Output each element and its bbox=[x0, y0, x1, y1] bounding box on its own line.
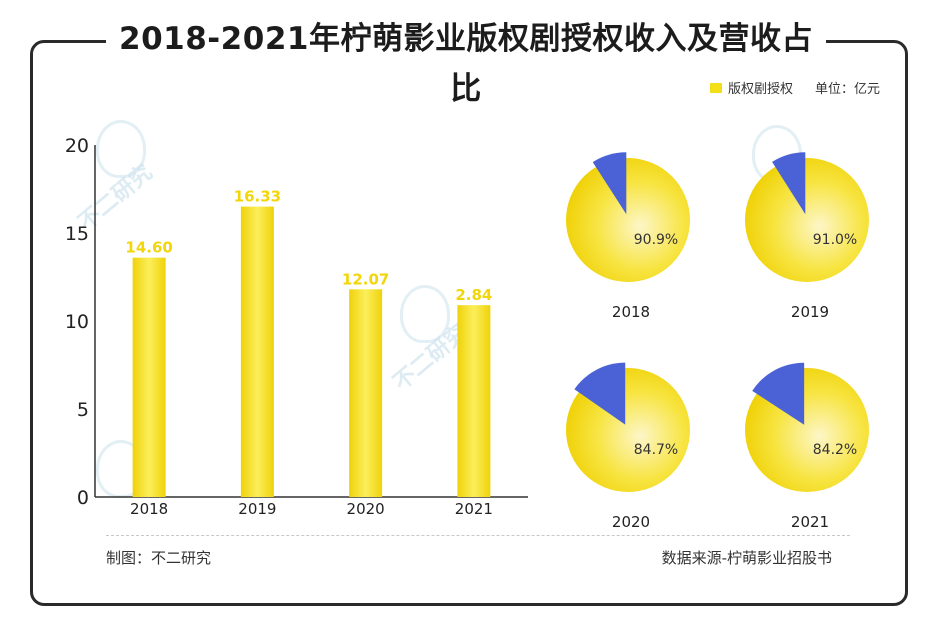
pie-2019-main-slice bbox=[745, 158, 869, 282]
pie-2019-other-slice bbox=[772, 152, 806, 215]
pie-year-label: 2021 bbox=[791, 513, 829, 531]
pie-year-label: 2019 bbox=[791, 303, 829, 321]
y-tick-label: 0 bbox=[77, 487, 89, 509]
y-tick-label: 5 bbox=[77, 399, 89, 421]
bar-value-label: 12.07 bbox=[342, 270, 389, 288]
bar-2018 bbox=[132, 257, 166, 497]
footer-source: 数据来源-柠萌影业招股书 bbox=[661, 549, 832, 567]
pie-share-label: 90.9% bbox=[634, 232, 678, 248]
pie-2018-main-slice bbox=[566, 158, 690, 282]
bar-value-label: 2.84 bbox=[455, 286, 492, 304]
pie-charts: 90.9% 2018 91.0% 2019 84.7% 2020 84.2% 2021 bbox=[566, 152, 869, 531]
pie-share-label: 91.0% bbox=[813, 232, 857, 248]
bar-chart: 0 5 10 15 20 14.60 2018 16.33 2019 12.07 2020 2.84 2… bbox=[65, 135, 528, 518]
bar-value-label: 16.33 bbox=[234, 188, 281, 206]
pie-2020-other-slice bbox=[574, 362, 626, 425]
pie-share-label: 84.2% bbox=[813, 442, 857, 458]
legend: 版权剧授权 单位：亿元 bbox=[709, 78, 880, 97]
pie-2021-other-slice bbox=[752, 362, 805, 425]
bar-2020 bbox=[349, 289, 383, 497]
legend-swatch bbox=[709, 82, 722, 93]
unit-label: 单位：亿元 bbox=[814, 82, 880, 97]
pie-2018-other-slice bbox=[592, 152, 627, 215]
watermark-logo-icon bbox=[400, 285, 450, 343]
y-tick-label: 20 bbox=[65, 135, 89, 157]
bar-value-label: 14.60 bbox=[125, 239, 172, 257]
pie-share-label: 84.7% bbox=[634, 442, 678, 458]
x-tick-label: 2020 bbox=[347, 500, 385, 518]
x-tick-label: 2019 bbox=[238, 500, 276, 518]
footer-credit: 制图：不二研究 bbox=[106, 549, 212, 567]
legend-series-label: 版权剧授权 bbox=[727, 82, 793, 97]
pie-year-label: 2018 bbox=[612, 303, 650, 321]
x-tick-label: 2021 bbox=[455, 500, 493, 518]
bar-2019 bbox=[240, 206, 274, 497]
footer-divider bbox=[106, 535, 850, 536]
pie-year-label: 2020 bbox=[612, 513, 650, 531]
watermark-logo-icon bbox=[96, 120, 146, 178]
bar-2021 bbox=[457, 305, 491, 497]
x-tick-label: 2018 bbox=[130, 500, 168, 518]
y-tick-label: 10 bbox=[65, 311, 89, 333]
chart-title: 2018-2021年柠萌影业版权剧授权收入及营收占比 bbox=[106, 14, 826, 107]
y-tick-label: 15 bbox=[65, 223, 89, 245]
